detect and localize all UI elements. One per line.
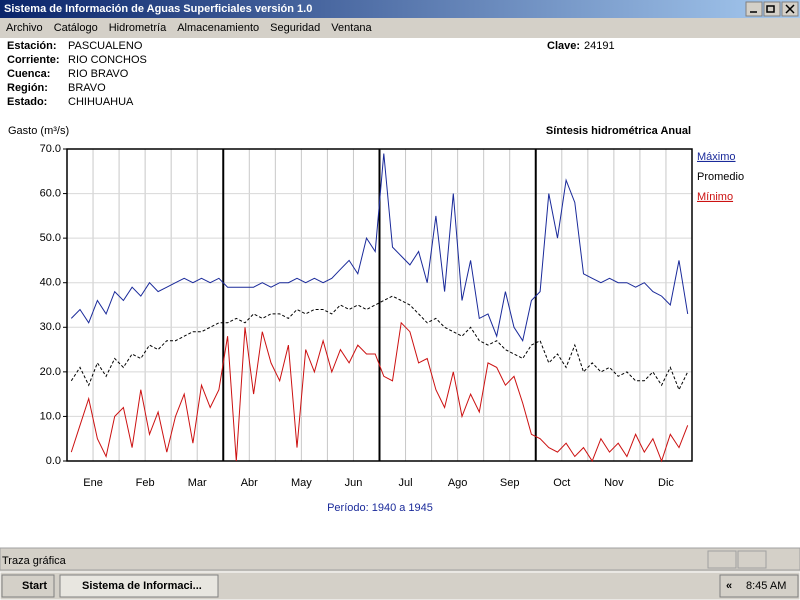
minimize-button[interactable] bbox=[745, 1, 763, 17]
chart-title: Síntesis hidrométrica Anual bbox=[546, 125, 691, 137]
clave-label: Clave: bbox=[547, 40, 580, 52]
field-value: CHIHUAHUA bbox=[68, 96, 134, 108]
button-icons bbox=[750, 4, 795, 14]
legend-entry[interactable]: Promedio bbox=[697, 171, 744, 183]
start-label: Start bbox=[22, 580, 47, 592]
series-line bbox=[70, 153, 689, 342]
x-tick-label: Nov bbox=[604, 477, 624, 489]
x-tick-label: Sep bbox=[500, 477, 520, 489]
tray bbox=[719, 574, 799, 598]
x-tick-label: Feb bbox=[136, 477, 155, 489]
x-tick-label: May bbox=[291, 477, 312, 489]
status-panel bbox=[737, 550, 767, 569]
status-text: Traza gráfica bbox=[2, 555, 67, 567]
field-label: Cuenca: bbox=[7, 68, 50, 80]
tray-arrows[interactable]: « bbox=[726, 580, 732, 592]
legend-entry[interactable]: Mínimo bbox=[697, 191, 733, 203]
y-tick-label: 70.0 bbox=[40, 143, 61, 155]
field-value: BRAVO bbox=[68, 82, 106, 94]
menu-item[interactable]: Hidrometría bbox=[109, 22, 167, 34]
series-line bbox=[70, 321, 689, 463]
y-tick-label: 10.0 bbox=[40, 410, 61, 422]
legend-entry[interactable]: Máximo bbox=[697, 151, 736, 163]
window-title: Sistema de Información de Aguas Superfic… bbox=[4, 3, 312, 15]
field-label: Región: bbox=[7, 82, 48, 94]
x-tick-label: Jul bbox=[399, 477, 413, 489]
clave-value: 24191 bbox=[584, 40, 615, 52]
menu-item[interactable]: Seguridad bbox=[270, 22, 320, 34]
x-tick-label: Abr bbox=[241, 477, 258, 489]
series-line bbox=[70, 295, 689, 391]
window-buttons[interactable] bbox=[745, 1, 799, 17]
y-tick-label: 20.0 bbox=[40, 366, 61, 378]
clock: 8:45 AM bbox=[746, 580, 786, 592]
menu-item[interactable]: Ventana bbox=[331, 22, 372, 34]
field-label: Corriente: bbox=[7, 54, 60, 66]
y-tick-label: 40.0 bbox=[40, 277, 61, 289]
task-label: Sistema de Informaci... bbox=[82, 580, 202, 592]
content-area bbox=[0, 38, 800, 548]
x-tick-label: Ene bbox=[83, 477, 103, 489]
x-tick-label: Ago bbox=[448, 477, 468, 489]
y-tick-label: 0.0 bbox=[46, 455, 61, 467]
y-tick-label: 60.0 bbox=[40, 187, 61, 199]
y-tick-label: 30.0 bbox=[40, 321, 61, 333]
menu-item[interactable]: Catálogo bbox=[54, 22, 98, 34]
task-button[interactable] bbox=[59, 574, 219, 598]
field-value: RIO BRAVO bbox=[68, 68, 129, 80]
field-value: PASCUALENO bbox=[68, 40, 143, 52]
menu-item[interactable]: Archivo bbox=[6, 22, 43, 34]
period-note: Período: 1940 a 1945 bbox=[327, 502, 433, 514]
status-bar bbox=[0, 547, 800, 571]
menu-item[interactable]: Almacenamiento bbox=[177, 22, 259, 34]
x-tick-label: Oct bbox=[553, 477, 570, 489]
plot-frame bbox=[66, 148, 693, 462]
y-tick-label: 50.0 bbox=[40, 232, 61, 244]
title-bar bbox=[0, 0, 800, 18]
field-label: Estación: bbox=[7, 40, 57, 52]
field-value: RIO CONCHOS bbox=[68, 54, 147, 66]
y-axis-label: Gasto (m³/s) bbox=[8, 125, 69, 137]
start-button[interactable] bbox=[1, 574, 55, 598]
field-label: Estado: bbox=[7, 96, 47, 108]
x-tick-label: Jun bbox=[345, 477, 363, 489]
x-tick-label: Dic bbox=[658, 477, 674, 489]
x-tick-label: Mar bbox=[188, 477, 207, 489]
status-panel bbox=[707, 550, 737, 569]
